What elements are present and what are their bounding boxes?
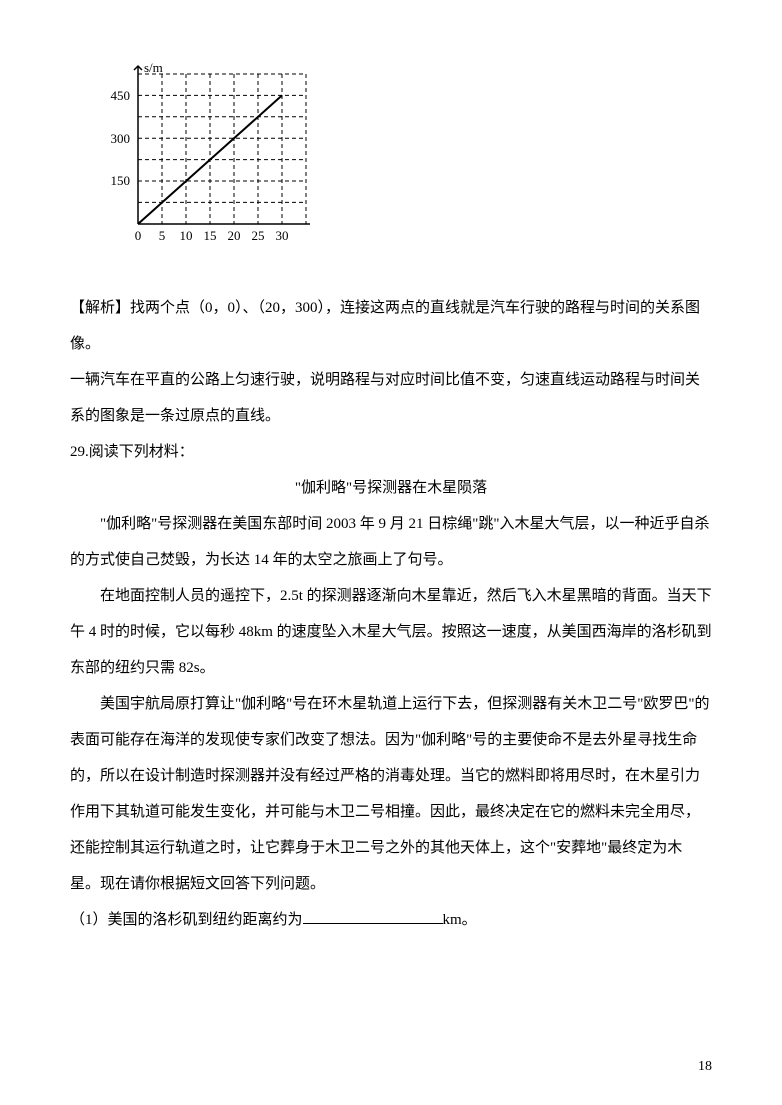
blank-line [303, 909, 443, 924]
analysis-text2: 一辆汽车在平直的公路上匀速行驶，说明路程与对应时间比值不变，匀速直线运动路程与时… [70, 362, 712, 434]
q29-intro-text: 阅读下列材料： [89, 444, 194, 460]
y-axis-label: s/m [144, 60, 163, 75]
q29-num: 29. [70, 444, 89, 460]
x-tick: 10 [180, 228, 193, 243]
x-tick: 5 [159, 228, 166, 243]
q29-q1-prefix: （1）美国的洛杉矶到纽约距离约为 [70, 912, 303, 928]
x-tick: 30 [276, 228, 289, 243]
y-tick: 150 [111, 173, 131, 188]
q29-intro: 29.阅读下列材料： [70, 434, 712, 470]
analysis-label: 【解析】 [70, 300, 130, 316]
q29-p2: 在地面控制人员的遥控下，2.5t 的探测器逐渐向木星靠近，然后飞入木星黑暗的背面… [70, 578, 712, 686]
y-tick: 450 [111, 88, 131, 103]
body-text: 【解析】找两个点（0，0）、（20，300），连接这两点的直线就是汽车行驶的路程… [70, 290, 712, 938]
analysis-text1: 找两个点（0，0）、（20，300），连接这两点的直线就是汽车行驶的路程与时间的… [70, 300, 700, 352]
chart-svg: s/m [100, 60, 310, 260]
x-tick: 20 [228, 228, 241, 243]
q29-p3: 美国宇航局原打算让"伽利略"号在环木星轨道上运行下去，但探测器有关木卫二号"欧罗… [70, 686, 712, 902]
page-number: 18 [698, 1059, 712, 1075]
y-tick: 300 [111, 131, 131, 146]
x-tick: 0 [135, 228, 142, 243]
x-tick: 15 [204, 228, 217, 243]
chart-graph: s/m [100, 60, 712, 260]
q29-q1-suffix: km。 [443, 912, 477, 928]
q29-title: "伽利略"号探测器在木星陨落 [70, 470, 712, 506]
q29-q1: （1）美国的洛杉矶到纽约距离约为 km。 [70, 902, 712, 938]
q29-p1: "伽利略"号探测器在美国东部时间 2003 年 9 月 21 日棕绳"跳"入木星… [70, 506, 712, 578]
x-tick: 25 [252, 228, 265, 243]
analysis-para: 【解析】找两个点（0，0）、（20，300），连接这两点的直线就是汽车行驶的路程… [70, 290, 712, 362]
